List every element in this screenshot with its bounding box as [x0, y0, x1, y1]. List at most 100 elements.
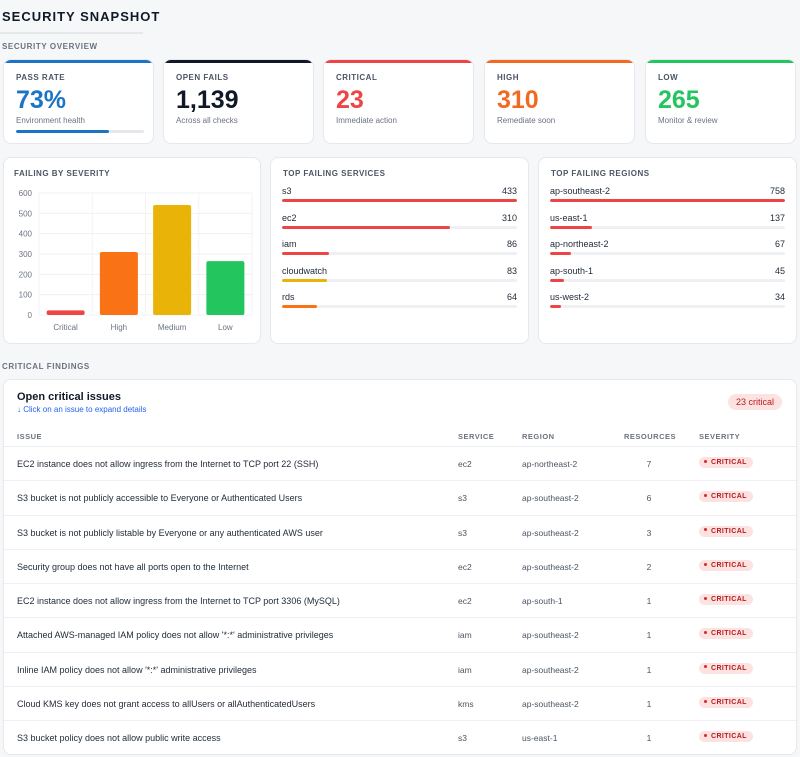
service-bar-track — [282, 278, 517, 282]
resources-cell: 2 — [646, 561, 652, 572]
status-dot-icon — [704, 493, 707, 497]
region-name: us-west-2 — [550, 292, 590, 302]
region-row: us-west-2 34 — [550, 291, 785, 318]
kpi-label: HIGH — [497, 73, 519, 82]
table-row[interactable]: Cloud KMS key does not grant access to a… — [4, 687, 796, 722]
region-bar-fill — [550, 305, 561, 308]
kpi-accent — [4, 60, 153, 63]
service-name: ec2 — [282, 212, 297, 223]
region-row: ap-southeast-2 758 — [550, 185, 785, 212]
service-cell: ec2 — [458, 561, 472, 572]
issue-text: Attached AWS-managed IAM policy does not… — [17, 630, 334, 641]
service-count: 310 — [501, 212, 517, 223]
column-header-region: REGION — [522, 432, 555, 441]
service-cell: ec2 — [458, 459, 472, 469]
service-row: cloudwatch 83 — [282, 265, 517, 292]
critical-count-badge: 23 critical — [727, 394, 782, 410]
region-row: ap-northeast-2 67 — [550, 238, 785, 265]
service-name: s3 — [282, 186, 292, 196]
status-dot-icon — [704, 631, 707, 635]
resources-cell: 1 — [646, 733, 652, 744]
service-cell: s3 — [458, 527, 467, 538]
column-header-service: SERVICE — [458, 432, 495, 441]
issue-text: Cloud KMS key does not grant access to a… — [17, 699, 316, 710]
kpi-card-high: HIGH 310 Remediate soon — [484, 59, 635, 144]
kpi-card-low: LOW 265 Monitor & review — [645, 59, 796, 144]
table-row[interactable]: EC2 instance does not allow ingress from… — [4, 447, 796, 482]
region-bar-track — [550, 305, 785, 308]
kpi-accent — [164, 60, 313, 63]
issue-text: Inline IAM policy does not allow '*:*' a… — [17, 664, 257, 675]
region-count: 34 — [774, 292, 785, 302]
service-bar-fill — [282, 252, 329, 255]
y-tick-label: 200 — [19, 270, 33, 279]
severity-label: CRITICAL — [711, 699, 747, 707]
service-count: 86 — [506, 239, 517, 249]
severity-chart-title: FAILING BY SEVERITY — [14, 169, 111, 178]
status-dot-icon — [704, 562, 707, 566]
status-dot-icon — [704, 699, 707, 703]
pass-rate-progress-bar — [16, 130, 144, 133]
critical-issues-table: EC2 instance does not allow ingress from… — [4, 447, 796, 754]
resources-cell: 1 — [646, 664, 652, 675]
issue-text: S3 bucket is not publicly listable by Ev… — [17, 527, 323, 538]
kpi-value: 265 — [658, 86, 700, 114]
table-row[interactable]: Attached AWS-managed IAM policy does not… — [4, 618, 796, 653]
table-row[interactable]: EC2 instance does not allow ingress from… — [4, 584, 796, 619]
column-header-resources: RESOURCES — [624, 432, 677, 441]
service-row: s3 433 — [282, 185, 517, 212]
severity-badge: CRITICAL — [699, 525, 753, 537]
service-row: rds 64 — [282, 291, 517, 318]
service-name: cloudwatch — [282, 265, 328, 276]
y-tick-label: 600 — [19, 189, 33, 198]
severity-badge: CRITICAL — [699, 594, 753, 606]
region-cell: ap-southeast-2 — [522, 699, 579, 710]
service-count: 64 — [506, 292, 517, 302]
region-count: 137 — [769, 212, 785, 223]
region-row: us-east-1 137 — [550, 212, 785, 239]
status-dot-icon — [704, 596, 707, 600]
table-row[interactable]: Inline IAM policy does not allow '*:*' a… — [4, 653, 796, 688]
severity-badge: CRITICAL — [699, 662, 753, 674]
table-row[interactable]: Security group does not have all ports o… — [4, 550, 796, 585]
title-underline — [0, 32, 143, 34]
region-bar-track — [550, 225, 785, 229]
resources-cell: 6 — [646, 493, 652, 504]
kpi-accent — [485, 60, 634, 63]
region-name: ap-southeast-2 — [550, 186, 611, 196]
region-count: 758 — [769, 186, 785, 196]
kpi-subtitle: Environment health — [16, 116, 85, 125]
section-label-overview: SECURITY OVERVIEW — [2, 42, 98, 51]
table-row[interactable]: S3 bucket policy does not allow public w… — [4, 721, 796, 754]
service-row: ec2 310 — [282, 212, 517, 239]
kpi-accent — [646, 60, 795, 63]
region-cell: ap-southeast-2 — [522, 527, 579, 538]
region-cell: ap-northeast-2 — [522, 459, 578, 469]
y-tick-label: 100 — [19, 291, 33, 300]
resources-cell: 1 — [646, 596, 652, 607]
kpi-value: 23 — [336, 86, 364, 114]
status-dot-icon — [704, 665, 707, 669]
severity-label: CRITICAL — [711, 527, 747, 535]
severity-badge: CRITICAL — [699, 697, 753, 709]
issue-text: S3 bucket is not publicly accessible to … — [17, 493, 303, 504]
resources-cell: 3 — [646, 527, 652, 538]
service-cell: iam — [458, 630, 472, 641]
severity-label: CRITICAL — [711, 493, 747, 501]
kpi-accent — [324, 60, 473, 63]
service-bar-fill — [282, 278, 328, 282]
region-count: 45 — [774, 265, 785, 276]
kpi-label: OPEN FAILS — [176, 73, 229, 82]
table-header-divider — [4, 446, 796, 447]
issue-text: S3 bucket policy does not allow public w… — [17, 733, 221, 744]
severity-bar-chart: 0 100 200 300 400 500 600 Critical High Medium Low — [19, 189, 253, 332]
severity-label: CRITICAL — [711, 664, 747, 672]
region-name: us-east-1 — [550, 212, 588, 223]
service-row: iam 86 — [282, 238, 517, 265]
region-row: ap-south-1 45 — [550, 265, 785, 292]
region-bar-fill — [550, 225, 593, 229]
severity-badge: CRITICAL — [699, 559, 753, 571]
table-row[interactable]: S3 bucket is not publicly accessible to … — [4, 481, 796, 516]
table-row[interactable]: S3 bucket is not publicly listable by Ev… — [4, 516, 796, 550]
services-panel-title: TOP FAILING SERVICES — [283, 169, 386, 178]
